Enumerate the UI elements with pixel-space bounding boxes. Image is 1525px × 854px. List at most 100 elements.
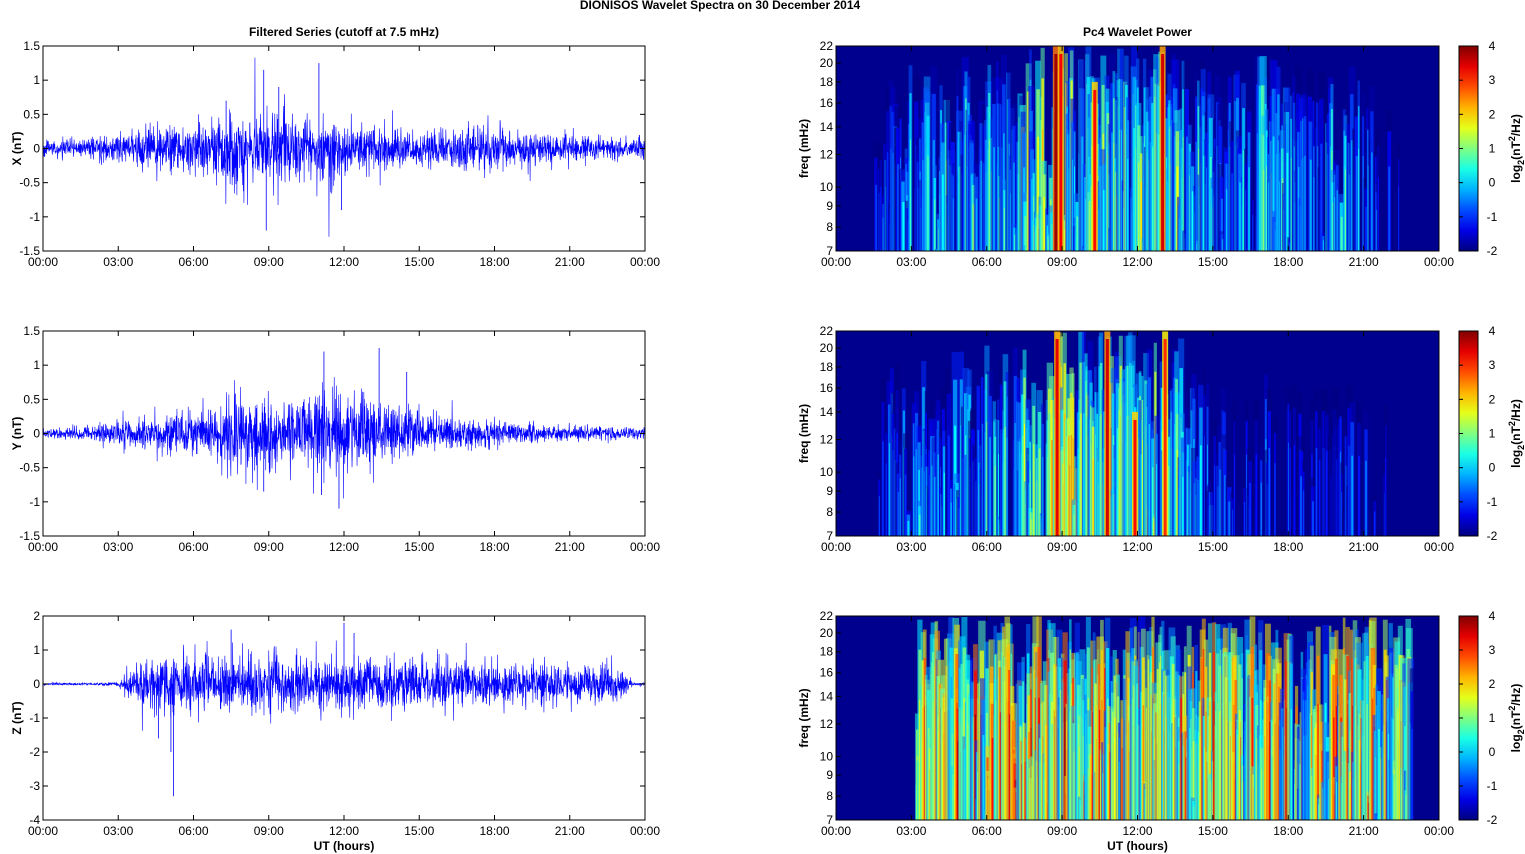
ts-z-ytick-label: 2 xyxy=(33,609,40,623)
spec-y-colorbar-tick-label: -2 xyxy=(1487,529,1498,543)
ts-x-ytick-label: 0 xyxy=(33,142,40,156)
spec-y-ytick-label: 12 xyxy=(820,433,834,447)
spec-z-colorbar-tick-label: 1 xyxy=(1489,711,1496,725)
spec-z-ytick-label: 12 xyxy=(820,717,834,731)
spec-y-colorbar-tick-label: 0 xyxy=(1489,461,1496,475)
spec-x-colorbar-tick-label: -2 xyxy=(1487,244,1498,258)
ts-y-xtick-label: 18:00 xyxy=(479,540,509,554)
ts-y-xtick-label: 00:00 xyxy=(630,540,660,554)
spec-x-colorbar-tick-label: 1 xyxy=(1489,142,1496,156)
spec-x-burst-core xyxy=(1059,54,1063,251)
panels: -1.5-1-0.500.511.500:00 03:00 06:00 09:00 12… xyxy=(10,25,1525,853)
ts-x-xtick-label: 00:00 xyxy=(630,255,660,269)
ts-z-xtick-label: 15:00 xyxy=(404,824,434,838)
spec-x-title: Pc4 Wavelet Power xyxy=(1083,25,1192,39)
spec-z-ylabel: freq (mHz) xyxy=(797,688,811,747)
ts-y-xtick-label: 00:00 xyxy=(28,540,58,554)
spec-x-ytick-label: 9 xyxy=(826,199,833,213)
ts-x-xtick-label: 09:00 xyxy=(254,255,284,269)
spec-x-burst-core xyxy=(1054,54,1058,251)
ts-y-ylabel: Y (nT) xyxy=(10,417,24,451)
spec-y-ytick-label: 14 xyxy=(820,405,834,419)
ts-x-trace xyxy=(42,57,646,237)
spec-y-ytick-label: 22 xyxy=(820,324,834,338)
ts-x-xtick-label: 12:00 xyxy=(329,255,359,269)
spec-x-ytick-label: 14 xyxy=(820,120,834,134)
ts-z-xtick-label: 18:00 xyxy=(479,824,509,838)
spec-z-colorbar-tick-label: -2 xyxy=(1487,813,1498,827)
ts-y-xtick-label: 06:00 xyxy=(178,540,208,554)
spec-z-ytick-label: 14 xyxy=(820,690,834,704)
spec-y-colorbar-tick-label: 1 xyxy=(1489,427,1496,441)
ts-z-ytick-label: -3 xyxy=(29,779,40,793)
spec-z-xtick-label: 00:00 xyxy=(821,824,851,838)
spec-x-ytick-label: 7 xyxy=(826,244,833,258)
spec-z-ytick-label: 7 xyxy=(826,813,833,827)
spec-y-ylabel: freq (mHz) xyxy=(797,404,811,463)
ts-x-ytick-label: -0.5 xyxy=(19,176,40,190)
ts-y-ytick-label: 0.5 xyxy=(23,392,40,406)
ts-x-xtick-label: 03:00 xyxy=(103,255,133,269)
ts-z-xtick-label: 09:00 xyxy=(254,824,284,838)
spec-z-xtick-label: 09:00 xyxy=(1047,824,1077,838)
spec-x-power-streaks xyxy=(872,46,1400,251)
ts-x-ytick-label: 0.5 xyxy=(23,107,40,121)
spec-y-burst-core xyxy=(1055,339,1059,536)
ts-z-xtick-label: 12:00 xyxy=(329,824,359,838)
spec-x-colorbar-tick-label: -1 xyxy=(1487,210,1498,224)
spec-y-colorbar-tick-label: 2 xyxy=(1489,392,1496,406)
spec-y-ytick-label: 8 xyxy=(826,505,833,519)
spec-z-xlabel: UT (hours) xyxy=(1107,839,1168,853)
ts-y-xtick-label: 21:00 xyxy=(555,540,585,554)
spec-y-colorbar-tick-label: 4 xyxy=(1489,324,1496,338)
spec-z-colorbar-tick-label: 0 xyxy=(1489,745,1496,759)
spec-y-xtick-label: 21:00 xyxy=(1349,540,1379,554)
ts-z-xtick-label: 06:00 xyxy=(178,824,208,838)
ts-y-xtick-label: 12:00 xyxy=(329,540,359,554)
ts-y-trace xyxy=(42,377,646,499)
spec-y-xtick-label: 09:00 xyxy=(1047,540,1077,554)
spec-z-ytick-label: 22 xyxy=(820,609,834,623)
ts-x-xtick-label: 18:00 xyxy=(479,255,509,269)
ts-z-trace xyxy=(42,640,646,731)
ts-z-ylabel: Z (nT) xyxy=(10,701,24,734)
spec-z-ytick-label: 20 xyxy=(820,626,834,640)
spec-x-xtick-label: 12:00 xyxy=(1122,255,1152,269)
figure-title: DIONISOS Wavelet Spectra on 30 December … xyxy=(580,0,861,12)
ts-z-ytick-label: 1 xyxy=(33,643,40,657)
spec-y-ytick-label: 20 xyxy=(820,341,834,355)
spec-z-xtick-label: 03:00 xyxy=(896,824,926,838)
spec-y-ytick-label: 16 xyxy=(820,381,834,395)
spec-z-colorbar-tick-label: 3 xyxy=(1489,643,1496,657)
spec-x-ytick-label: 16 xyxy=(820,96,834,110)
spec-z-ytick-label: 8 xyxy=(826,789,833,803)
ts-z-ytick-label: -1 xyxy=(29,711,40,725)
spec-x-xtick-label: 06:00 xyxy=(972,255,1002,269)
spec-y-colorbar-tick-label: 3 xyxy=(1489,358,1496,372)
ts-x-ytick-label: -1.5 xyxy=(19,244,40,258)
ts-x-ytick-label: 1 xyxy=(33,73,40,87)
spec-y-xtick-label: 15:00 xyxy=(1198,540,1228,554)
spec-y-ytick-label: 18 xyxy=(820,360,834,374)
ts-x-xtick-label: 15:00 xyxy=(404,255,434,269)
ts-x-xtick-label: 00:00 xyxy=(28,255,58,269)
spec-x-ytick-label: 8 xyxy=(826,220,833,234)
spec-z-xtick-label: 00:00 xyxy=(1424,824,1454,838)
spec-y-xtick-label: 18:00 xyxy=(1273,540,1303,554)
spec-z-xtick-label: 18:00 xyxy=(1273,824,1303,838)
ts-z-xlabel: UT (hours) xyxy=(314,839,375,853)
ts-y-ytick-label: 1 xyxy=(33,358,40,372)
ts-z-xtick-label: 00:00 xyxy=(28,824,58,838)
spec-x-ylabel: freq (mHz) xyxy=(797,119,811,178)
spec-z-xtick-label: 12:00 xyxy=(1122,824,1152,838)
spec-x-ytick-label: 22 xyxy=(820,39,834,53)
spec-y-xtick-label: 06:00 xyxy=(972,540,1002,554)
ts-y-ytick-label: -1 xyxy=(29,495,40,509)
ts-y-ytick-label: -1.5 xyxy=(19,529,40,543)
spec-y-xtick-label: 00:00 xyxy=(821,540,851,554)
ts-z-xtick-label: 21:00 xyxy=(555,824,585,838)
spec-z-xtick-label: 21:00 xyxy=(1349,824,1379,838)
spec-x-xtick-label: 18:00 xyxy=(1273,255,1303,269)
